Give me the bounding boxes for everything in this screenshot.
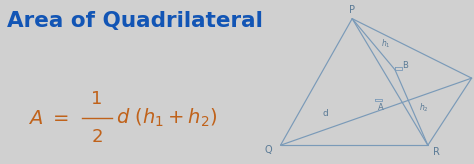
Text: 1: 1 xyxy=(91,90,103,108)
Text: P: P xyxy=(349,5,355,15)
Text: $h_2$: $h_2$ xyxy=(419,101,428,114)
Text: $h_1$: $h_1$ xyxy=(381,37,390,50)
Text: $A\ =$: $A\ =$ xyxy=(28,109,69,128)
Text: Q: Q xyxy=(265,145,273,155)
Text: d: d xyxy=(323,110,328,118)
Text: Area of Quadrilateral: Area of Quadrilateral xyxy=(7,11,263,31)
Text: A: A xyxy=(378,103,384,112)
Text: $d\ (h_1 + h_2)$: $d\ (h_1 + h_2)$ xyxy=(116,107,218,129)
Text: 2: 2 xyxy=(91,128,103,146)
Text: B: B xyxy=(402,61,408,70)
Text: R: R xyxy=(433,147,440,157)
